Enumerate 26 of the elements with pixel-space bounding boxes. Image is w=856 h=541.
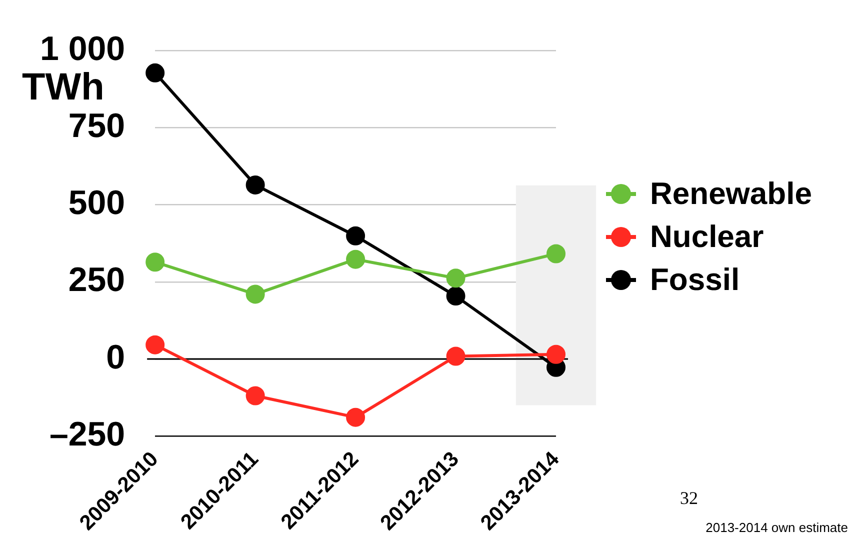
point (446, 268, 466, 288)
legend-label: Fossil (650, 262, 740, 298)
y-tick-label: 1 000 (40, 30, 126, 68)
point (146, 335, 165, 354)
y-tick-label: 500 (68, 184, 126, 222)
point (346, 408, 366, 427)
y-tick-label: 250 (68, 261, 126, 300)
legend-label: Nuclear (650, 218, 764, 254)
text: 32 (680, 488, 698, 509)
point (446, 346, 466, 366)
point (546, 344, 566, 364)
point (546, 244, 566, 264)
point (246, 284, 265, 304)
point (446, 286, 466, 306)
point (146, 252, 165, 272)
point (346, 250, 366, 269)
y-tick-label: 0 (106, 338, 126, 376)
point (346, 226, 366, 246)
y-axis-title: TWh (22, 66, 104, 108)
legend-label: Renewable (650, 176, 812, 212)
point (246, 175, 265, 194)
y-tick-label: 750 (68, 106, 126, 145)
point (246, 386, 265, 406)
y-tick-label: –250 (49, 416, 126, 454)
text: 2013-2014 own estimate (706, 520, 848, 535)
point (146, 63, 165, 82)
